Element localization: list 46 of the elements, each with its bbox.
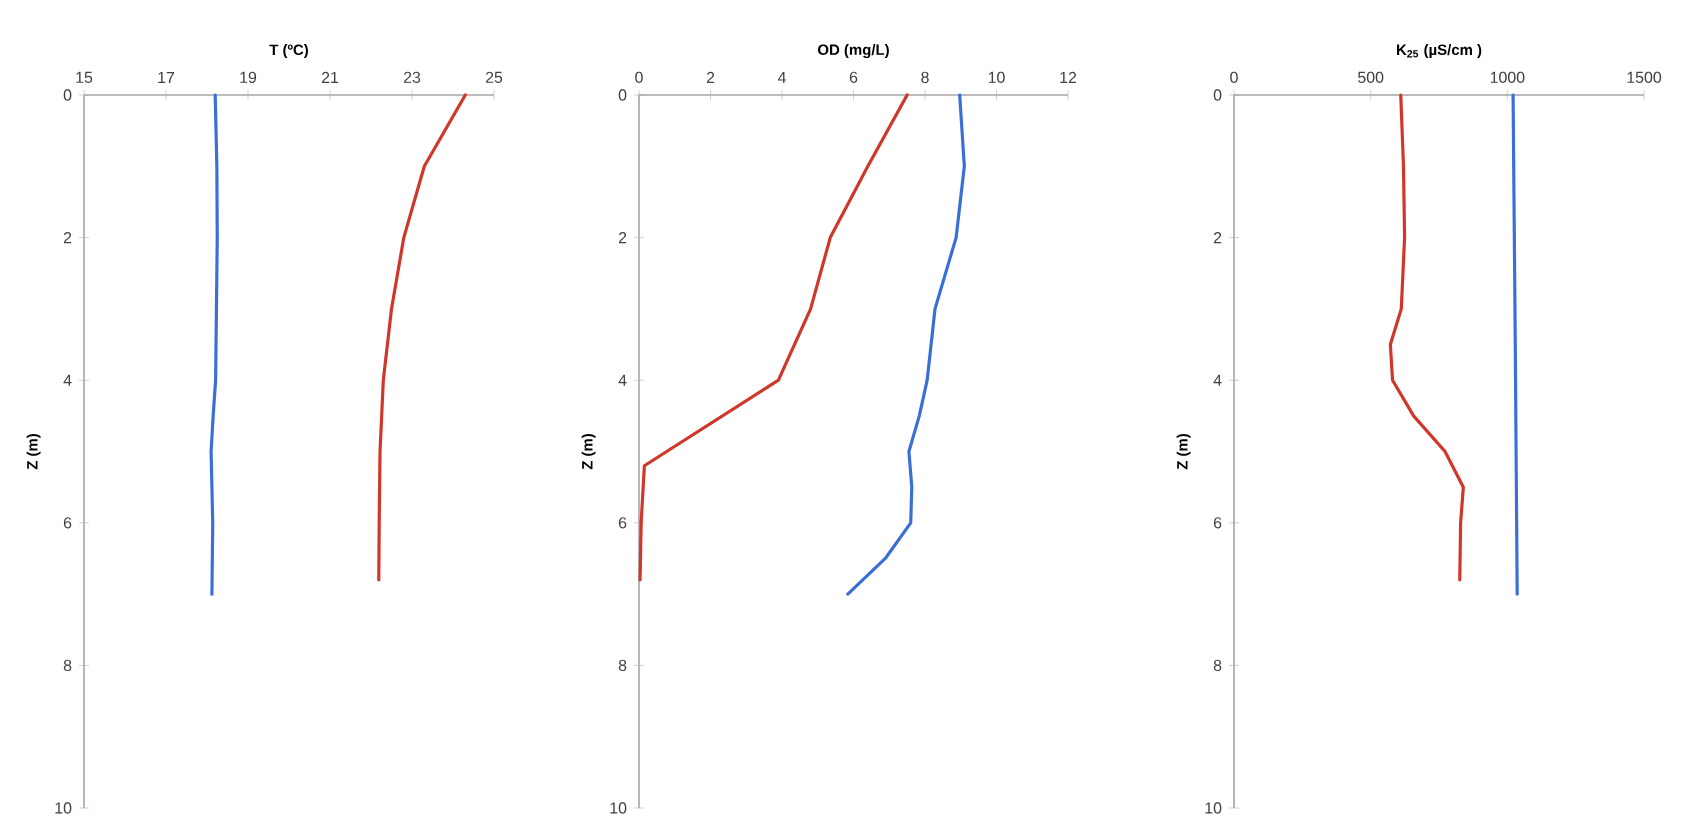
y-tick-label: 10 bbox=[55, 802, 72, 814]
y-tick-label: 4 bbox=[1213, 374, 1222, 386]
x-tick-label: 25 bbox=[485, 71, 503, 83]
line-series bbox=[1388, 93, 1465, 582]
line-series bbox=[377, 93, 467, 582]
line-series bbox=[638, 93, 909, 582]
y-tick-label: 4 bbox=[63, 374, 72, 386]
y-tick-label: 10 bbox=[610, 802, 627, 814]
y-tick-label: 8 bbox=[63, 659, 72, 672]
x-tick-label: 2 bbox=[706, 71, 715, 83]
y-axis-title: Z (m) bbox=[26, 434, 41, 470]
x-tick-label: 10 bbox=[988, 71, 1005, 83]
x-axis-title: K$_{25}$ (µS/cm ) bbox=[1397, 44, 1482, 58]
x-tick-label: 1000 bbox=[1490, 71, 1525, 83]
x-tick-label: 17 bbox=[158, 72, 175, 83]
x-tick-label: 6 bbox=[849, 71, 858, 83]
x-tick-label: 19 bbox=[240, 71, 257, 83]
y-tick-label: 8 bbox=[1213, 659, 1222, 672]
y-tick-label: 10 bbox=[1205, 802, 1222, 814]
y-tick-label: 0 bbox=[1213, 89, 1222, 101]
x-tick-label: 21 bbox=[321, 71, 339, 83]
y-axis-title: Z (m) bbox=[581, 434, 596, 470]
line-series bbox=[209, 93, 219, 596]
x-tick-label: 500 bbox=[1358, 71, 1384, 83]
y-tick-label: 2 bbox=[63, 232, 72, 244]
x-tick-label: 15 bbox=[76, 71, 93, 83]
x-tick-label: 4 bbox=[777, 72, 786, 83]
x-tick-label: 23 bbox=[403, 71, 421, 83]
x-tick-label: 8 bbox=[921, 71, 929, 83]
x-tick-label: 1500 bbox=[1627, 71, 1662, 83]
x-tick-label: 12 bbox=[1060, 71, 1077, 83]
y-tick-label: 2 bbox=[1213, 232, 1222, 244]
y-tick-label: 8 bbox=[618, 659, 627, 672]
y-tick-label: 6 bbox=[618, 517, 627, 529]
x-tick-label: 0 bbox=[1230, 71, 1238, 83]
y-axis-title: Z (m) bbox=[1176, 434, 1191, 470]
x-axis-title: T (ºC) bbox=[269, 44, 308, 59]
x-tick-label: 0 bbox=[635, 71, 643, 83]
y-tick-label: 0 bbox=[63, 89, 72, 101]
y-tick-label: 6 bbox=[1213, 517, 1222, 529]
y-tick-label: 4 bbox=[618, 374, 627, 386]
y-tick-label: 2 bbox=[618, 232, 627, 244]
line-series bbox=[846, 93, 966, 596]
y-tick-label: 0 bbox=[618, 89, 627, 101]
y-tick-label: 6 bbox=[63, 517, 72, 529]
x-axis-title: OD (mg/L) bbox=[818, 44, 889, 58]
